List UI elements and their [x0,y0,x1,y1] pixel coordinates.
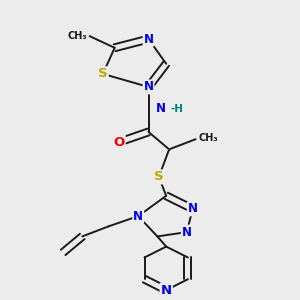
Text: N: N [188,202,198,215]
Text: N: N [160,284,172,297]
Text: N: N [143,33,154,46]
Text: S: S [154,170,164,183]
Text: N: N [182,226,192,238]
Text: N: N [143,80,154,94]
Text: CH₃: CH₃ [199,133,218,143]
Text: CH₃: CH₃ [67,31,87,41]
Text: O: O [113,136,125,148]
Text: -H: -H [171,104,184,114]
Text: N: N [133,210,143,223]
Text: S: S [98,68,108,80]
Text: N: N [156,102,166,115]
